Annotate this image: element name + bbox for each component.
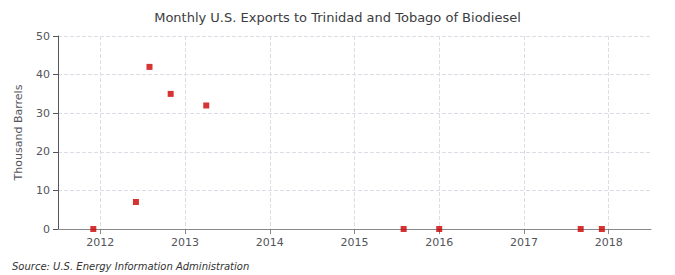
svg-text:2018: 2018 bbox=[595, 236, 623, 249]
svg-text:20: 20 bbox=[36, 145, 50, 158]
svg-text:2017: 2017 bbox=[510, 236, 538, 249]
svg-text:2016: 2016 bbox=[425, 236, 453, 249]
svg-text:2015: 2015 bbox=[341, 236, 369, 249]
svg-text:30: 30 bbox=[36, 107, 50, 120]
svg-text:0: 0 bbox=[43, 223, 50, 236]
svg-text:Monthly U.S. Exports to Trinid: Monthly U.S. Exports to Trinidad and Tob… bbox=[154, 10, 521, 25]
svg-text:2013: 2013 bbox=[171, 236, 199, 249]
svg-text:2012: 2012 bbox=[86, 236, 114, 249]
svg-text:2014: 2014 bbox=[256, 236, 284, 249]
svg-text:50: 50 bbox=[36, 30, 50, 43]
svg-text:10: 10 bbox=[36, 184, 50, 197]
svg-text:Source: U.S. Energy Informatio: Source: U.S. Energy Information Administ… bbox=[12, 261, 249, 272]
svg-text:40: 40 bbox=[36, 68, 50, 81]
svg-text:Thousand Barrels: Thousand Barrels bbox=[12, 84, 25, 181]
